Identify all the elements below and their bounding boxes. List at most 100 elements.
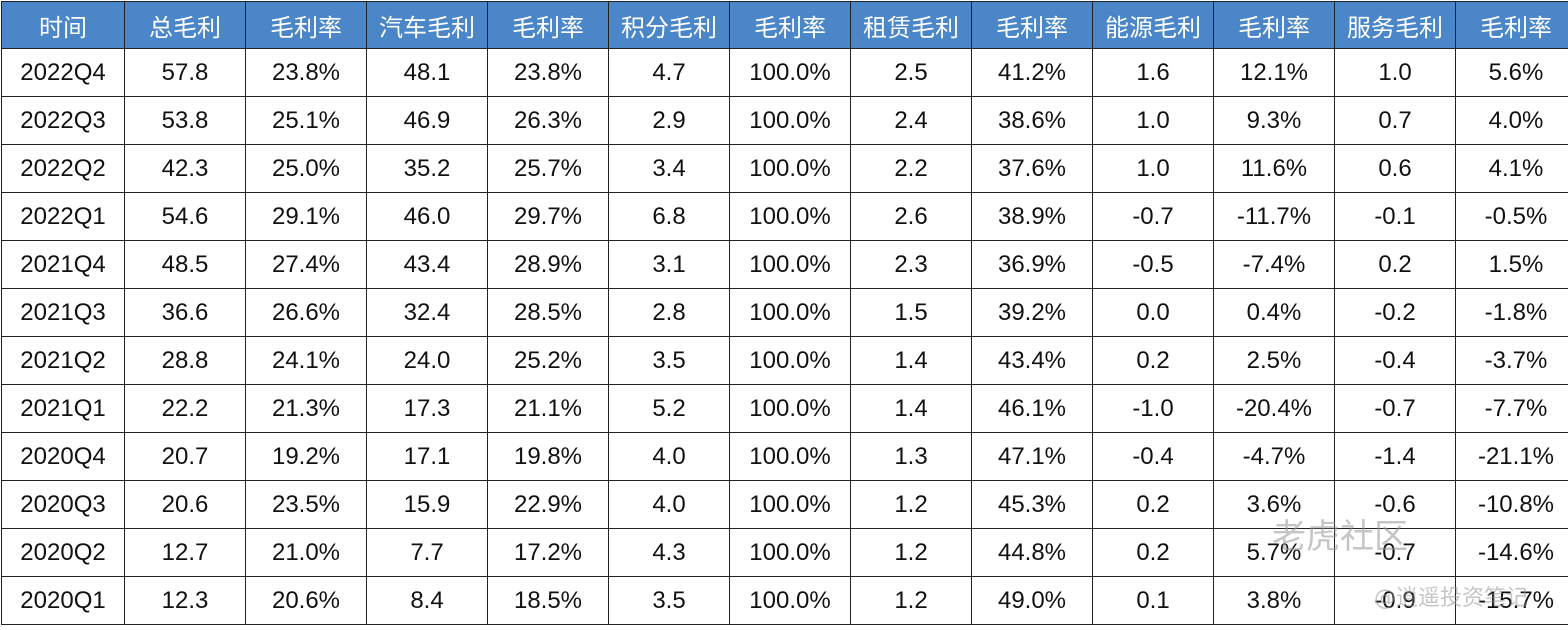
table-cell: 28.9% bbox=[487, 240, 609, 289]
table-cell: 54.6 bbox=[124, 192, 246, 241]
header-cell: 汽车毛利 bbox=[366, 1, 488, 49]
table-cell: 21.1% bbox=[487, 384, 609, 433]
table-cell: 100.0% bbox=[729, 336, 851, 385]
table-cell: 2021Q3 bbox=[1, 288, 125, 337]
table-cell: 24.0 bbox=[366, 336, 488, 385]
table-cell: 25.7% bbox=[487, 144, 609, 193]
table-cell: 23.8% bbox=[487, 48, 609, 97]
table-cell: 1.6 bbox=[1092, 48, 1214, 97]
table-cell: 25.1% bbox=[245, 96, 367, 145]
table-cell: 0.2 bbox=[1092, 336, 1214, 385]
table-cell: -0.4 bbox=[1092, 432, 1214, 481]
table-cell: 2.3 bbox=[850, 240, 972, 289]
table-cell: 2.2 bbox=[850, 144, 972, 193]
table-row: 2022Q3 53.8 25.1% 46.9 26.3% 2.9 100.0% 2.4 38.6… bbox=[1, 96, 1568, 145]
table-cell: -10.8% bbox=[1455, 480, 1568, 529]
header-cell: 毛利率 bbox=[1455, 1, 1568, 49]
table-cell: 12.7 bbox=[124, 528, 246, 577]
table-cell: 48.1 bbox=[366, 48, 488, 97]
table-cell: -0.7 bbox=[1334, 528, 1456, 577]
header-cell: 总毛利 bbox=[124, 1, 246, 49]
table-cell: 5.7% bbox=[1213, 528, 1335, 577]
table-cell: 15.9 bbox=[366, 480, 488, 529]
table-cell: -21.1% bbox=[1455, 432, 1568, 481]
table-cell: 18.5% bbox=[487, 576, 609, 625]
table-cell: 17.1 bbox=[366, 432, 488, 481]
table-cell: 2022Q3 bbox=[1, 96, 125, 145]
table-cell: -7.4% bbox=[1213, 240, 1335, 289]
table-cell: 2.4 bbox=[850, 96, 972, 145]
table-cell: 5.2 bbox=[608, 384, 730, 433]
table-cell: 100.0% bbox=[729, 144, 851, 193]
header-row: 时间 总毛利 毛利率 汽车毛利 毛利率 积分毛利 毛利率 租赁毛利 毛利率 能源毛利 毛利率 服务毛利… bbox=[1, 1, 1568, 49]
table-cell: -0.6 bbox=[1334, 480, 1456, 529]
table-cell: 2022Q2 bbox=[1, 144, 125, 193]
header-cell: 积分毛利 bbox=[608, 1, 730, 49]
table-cell: -0.7 bbox=[1334, 384, 1456, 433]
table-cell: 3.5 bbox=[608, 336, 730, 385]
table-cell: 43.4 bbox=[366, 240, 488, 289]
table-cell: 9.3% bbox=[1213, 96, 1335, 145]
table-cell: 3.4 bbox=[608, 144, 730, 193]
header-cell: 毛利率 bbox=[729, 1, 851, 49]
table-cell: 1.0 bbox=[1092, 96, 1214, 145]
table-cell: 5.6% bbox=[1455, 48, 1568, 97]
table-cell: 46.1% bbox=[971, 384, 1093, 433]
table-cell: 17.3 bbox=[366, 384, 488, 433]
table-cell: 42.3 bbox=[124, 144, 246, 193]
table-cell: 20.6 bbox=[124, 480, 246, 529]
table-cell: 44.8% bbox=[971, 528, 1093, 577]
table-cell: 2020Q2 bbox=[1, 528, 125, 577]
watermark-brand: 老虎社区 bbox=[1272, 517, 1408, 557]
table-cell: -1.4 bbox=[1334, 432, 1456, 481]
table-cell: -7.7% bbox=[1455, 384, 1568, 433]
table-cell: 4.3 bbox=[608, 528, 730, 577]
table-cell: 39.2% bbox=[971, 288, 1093, 337]
table-cell: 2.6 bbox=[850, 192, 972, 241]
table-cell: 20.6% bbox=[245, 576, 367, 625]
table-cell: 3.8% bbox=[1213, 576, 1335, 625]
table-cell: 2022Q4 bbox=[1, 48, 125, 97]
table-cell: 35.2 bbox=[366, 144, 488, 193]
table-cell: 1.5% bbox=[1455, 240, 1568, 289]
header-cell: 毛利率 bbox=[245, 1, 367, 49]
table-cell: -0.7 bbox=[1092, 192, 1214, 241]
table-row: 2021Q3 36.6 26.6% 32.4 28.5% 2.8 100.0% 1.5 39.2… bbox=[1, 288, 1568, 337]
table-cell: 1.2 bbox=[850, 528, 972, 577]
table-cell: -1.8% bbox=[1455, 288, 1568, 337]
table-cell: 4.7 bbox=[608, 48, 730, 97]
table-row: 2020Q4 20.7 19.2% 17.1 19.8% 4.0 100.0% 1.3 47.1… bbox=[1, 432, 1568, 481]
table-cell: 100.0% bbox=[729, 48, 851, 97]
table-cell: -0.1 bbox=[1334, 192, 1456, 241]
table-cell: 100.0% bbox=[729, 384, 851, 433]
table-cell: 100.0% bbox=[729, 96, 851, 145]
table-cell: 2020Q1 bbox=[1, 576, 125, 625]
table-cell: 2021Q4 bbox=[1, 240, 125, 289]
header-cell: 毛利率 bbox=[1213, 1, 1335, 49]
table-cell: -0.2 bbox=[1334, 288, 1456, 337]
table-cell: 22.9% bbox=[487, 480, 609, 529]
table-cell: 11.6% bbox=[1213, 144, 1335, 193]
table-row: 2020Q3 20.6 23.5% 15.9 22.9% 4.0 100.0% 1.2 45.3… bbox=[1, 480, 1568, 529]
table-cell: 20.7 bbox=[124, 432, 246, 481]
table-cell: 17.2% bbox=[487, 528, 609, 577]
table-cell: -3.7% bbox=[1455, 336, 1568, 385]
table-cell: 21.3% bbox=[245, 384, 367, 433]
table-cell: 4.0 bbox=[608, 480, 730, 529]
table-cell: 47.1% bbox=[971, 432, 1093, 481]
table-cell: 41.2% bbox=[971, 48, 1093, 97]
table-cell: 3.1 bbox=[608, 240, 730, 289]
table-cell: 26.3% bbox=[487, 96, 609, 145]
table-cell: 1.0 bbox=[1092, 144, 1214, 193]
table-cell: 2.9 bbox=[608, 96, 730, 145]
table-cell: -20.4% bbox=[1213, 384, 1335, 433]
table-cell: 48.5 bbox=[124, 240, 246, 289]
table-cell: 8.4 bbox=[366, 576, 488, 625]
table-cell: 4.0 bbox=[608, 432, 730, 481]
table-cell: 100.0% bbox=[729, 288, 851, 337]
table-cell: 0.1 bbox=[1092, 576, 1214, 625]
table-cell: 36.9% bbox=[971, 240, 1093, 289]
header-cell: 租赁毛利 bbox=[850, 1, 972, 49]
table-cell: 38.9% bbox=[971, 192, 1093, 241]
